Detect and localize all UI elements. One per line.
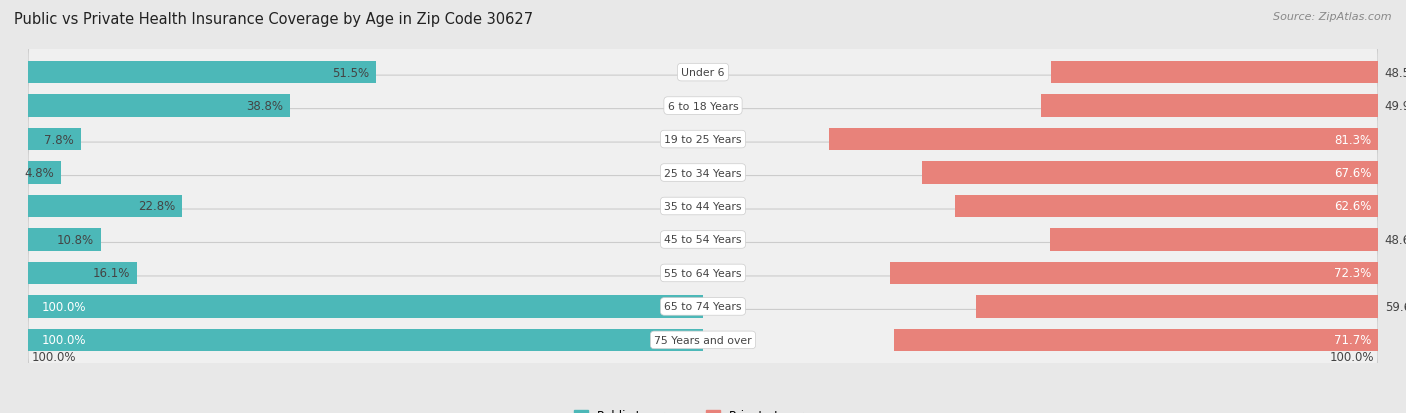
- Bar: [28, 95, 290, 118]
- Text: 71.7%: 71.7%: [1334, 334, 1371, 347]
- FancyBboxPatch shape: [28, 176, 1378, 237]
- Bar: [976, 295, 1378, 318]
- Bar: [28, 62, 375, 84]
- Bar: [1050, 228, 1378, 251]
- Bar: [28, 128, 80, 151]
- Bar: [28, 228, 101, 251]
- Text: 10.8%: 10.8%: [58, 233, 94, 247]
- Bar: [1040, 95, 1378, 118]
- Text: 55 to 64 Years: 55 to 64 Years: [664, 268, 742, 278]
- Text: 100.0%: 100.0%: [42, 334, 86, 347]
- Text: 4.8%: 4.8%: [24, 166, 53, 180]
- Bar: [28, 329, 703, 351]
- Bar: [28, 295, 703, 318]
- FancyBboxPatch shape: [28, 76, 1378, 137]
- Text: 22.8%: 22.8%: [138, 200, 176, 213]
- Text: 67.6%: 67.6%: [1334, 166, 1371, 180]
- FancyBboxPatch shape: [28, 243, 1378, 304]
- Text: 51.5%: 51.5%: [332, 66, 368, 79]
- Text: 7.8%: 7.8%: [44, 133, 75, 146]
- Bar: [1050, 62, 1378, 84]
- Text: 100.0%: 100.0%: [1330, 351, 1375, 363]
- Text: 38.8%: 38.8%: [246, 100, 283, 113]
- Bar: [890, 262, 1378, 285]
- FancyBboxPatch shape: [28, 209, 1378, 270]
- Text: 100.0%: 100.0%: [42, 300, 86, 313]
- Text: 75 Years and over: 75 Years and over: [654, 335, 752, 345]
- FancyBboxPatch shape: [28, 310, 1378, 370]
- Text: Public vs Private Health Insurance Coverage by Age in Zip Code 30627: Public vs Private Health Insurance Cover…: [14, 12, 533, 27]
- Text: 81.3%: 81.3%: [1334, 133, 1371, 146]
- Text: 6 to 18 Years: 6 to 18 Years: [668, 101, 738, 112]
- Text: Source: ZipAtlas.com: Source: ZipAtlas.com: [1274, 12, 1392, 22]
- Text: 16.1%: 16.1%: [93, 267, 129, 280]
- Text: 72.3%: 72.3%: [1334, 267, 1371, 280]
- Bar: [894, 329, 1378, 351]
- Bar: [922, 162, 1378, 185]
- FancyBboxPatch shape: [28, 43, 1378, 103]
- Text: 25 to 34 Years: 25 to 34 Years: [664, 168, 742, 178]
- Text: 48.6%: 48.6%: [1385, 233, 1406, 247]
- Bar: [28, 195, 181, 218]
- Bar: [28, 262, 136, 285]
- Bar: [28, 162, 60, 185]
- Bar: [830, 128, 1378, 151]
- Text: 35 to 44 Years: 35 to 44 Years: [664, 202, 742, 211]
- FancyBboxPatch shape: [28, 143, 1378, 204]
- Text: 45 to 54 Years: 45 to 54 Years: [664, 235, 742, 245]
- Text: 19 to 25 Years: 19 to 25 Years: [664, 135, 742, 145]
- Text: Under 6: Under 6: [682, 68, 724, 78]
- FancyBboxPatch shape: [28, 109, 1378, 170]
- Text: 59.6%: 59.6%: [1385, 300, 1406, 313]
- Text: 48.5%: 48.5%: [1385, 66, 1406, 79]
- Legend: Public Insurance, Private Insurance: Public Insurance, Private Insurance: [569, 404, 837, 413]
- Text: 100.0%: 100.0%: [31, 351, 76, 363]
- FancyBboxPatch shape: [28, 276, 1378, 337]
- Bar: [956, 195, 1378, 218]
- Text: 62.6%: 62.6%: [1334, 200, 1371, 213]
- Text: 65 to 74 Years: 65 to 74 Years: [664, 301, 742, 312]
- Text: 49.9%: 49.9%: [1385, 100, 1406, 113]
